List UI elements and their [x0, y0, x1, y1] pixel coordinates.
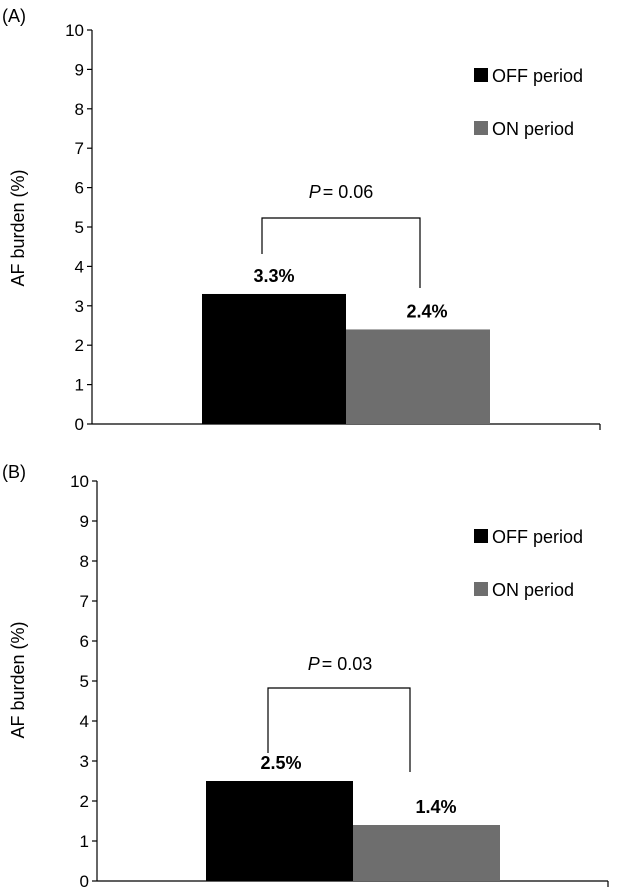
panel-b-data-label-off: 2.5%: [260, 753, 301, 773]
panel-a-y-tick-label-9: 9: [75, 60, 84, 79]
panel-b-y-tick-label-0: 0: [80, 872, 89, 889]
panel-b-y-tick-label-4: 4: [80, 712, 89, 731]
panel-a-label: (A): [2, 6, 26, 26]
panel-a-data-label-off: 3.3%: [253, 266, 294, 286]
panel-b-y-tick-label-10: 10: [70, 472, 89, 491]
panel-a-legend: OFF period ON period: [474, 66, 583, 139]
panel-a-y-tick-label-8: 8: [75, 100, 84, 119]
panel-a-y-tick-label-7: 7: [75, 139, 84, 158]
panel-b-label: (B): [2, 462, 26, 482]
panel-a-y-tick-label-3: 3: [75, 297, 84, 316]
panel-b-y-ticks: 0 1 2 3 4 5 6 7 8 9 10: [70, 472, 97, 889]
panel-b-bar-on: [353, 825, 500, 881]
panel-b-legend-label-off: OFF period: [492, 527, 583, 547]
panel-b-p-symbol: P: [308, 654, 320, 674]
panel-a-legend-swatch-on: [474, 121, 488, 135]
panel-b-bar-off: [206, 781, 353, 881]
panel-b-significance-bracket: [267, 687, 411, 772]
panel-b-y-tick-label-8: 8: [80, 552, 89, 571]
panel-a-p-symbol: P: [309, 182, 321, 202]
panel-a: (A) AF burden (%) 0 1 2 3 4 5 6 7 8 9 10 3.3% 2.4%…: [2, 6, 601, 434]
panel-a-y-tick-label-0: 0: [75, 415, 84, 434]
panel-a-y-tick-label-5: 5: [75, 218, 84, 237]
panel-a-p-text: = 0.06: [323, 182, 374, 202]
panel-a-y-tick-label-4: 4: [75, 257, 84, 276]
panel-b-y-tick-label-3: 3: [80, 752, 89, 771]
panel-b-y-axis-label: AF burden (%): [8, 621, 28, 738]
panel-a-bar-off: [202, 293, 346, 424]
panel-a-legend-swatch-off: [474, 68, 488, 82]
panel-a-y-tick-label-6: 6: [75, 179, 84, 198]
panel-b-legend-swatch-off: [474, 529, 488, 543]
panel-b-p-text: = 0.03: [322, 654, 373, 674]
panel-a-y-tick-label-1: 1: [75, 376, 84, 395]
panel-a-y-axis-label: AF burden (%): [8, 169, 28, 286]
panel-b-y-tick-label-1: 1: [80, 832, 89, 851]
panel-b-y-tick-label-9: 9: [80, 512, 89, 531]
panel-b-y-tick-label-2: 2: [80, 792, 89, 811]
panel-a-y-ticks: 0 1 2 3 4 5 6 7 8 9 10: [65, 21, 92, 434]
panel-b-y-tick-label-5: 5: [80, 672, 89, 691]
panel-b-y-tick-label-7: 7: [80, 592, 89, 611]
panel-a-bar-on: [346, 329, 490, 424]
panel-b-data-label-on: 1.4%: [415, 797, 456, 817]
panel-b-legend-label-on: ON period: [492, 580, 574, 600]
panel-a-y-tick-label-2: 2: [75, 336, 84, 355]
panel-b: (B) AF burden (%) 0 1 2 3 4 5 6 7 8 9 10 2.5% 1.4%…: [2, 462, 609, 889]
panel-b-p-value: P = 0.03: [308, 654, 373, 674]
panel-a-data-label-on: 2.4%: [406, 301, 447, 321]
panel-a-legend-label-on: ON period: [492, 119, 574, 139]
panel-a-legend-label-off: OFF period: [492, 66, 583, 86]
panel-b-y-tick-label-6: 6: [80, 632, 89, 651]
panel-a-significance-bracket: [261, 217, 421, 288]
panel-b-legend: OFF period ON period: [474, 527, 583, 600]
panel-a-y-tick-label-10: 10: [65, 21, 84, 40]
panel-a-p-value: P = 0.06: [309, 182, 374, 202]
panel-b-legend-swatch-on: [474, 582, 488, 596]
